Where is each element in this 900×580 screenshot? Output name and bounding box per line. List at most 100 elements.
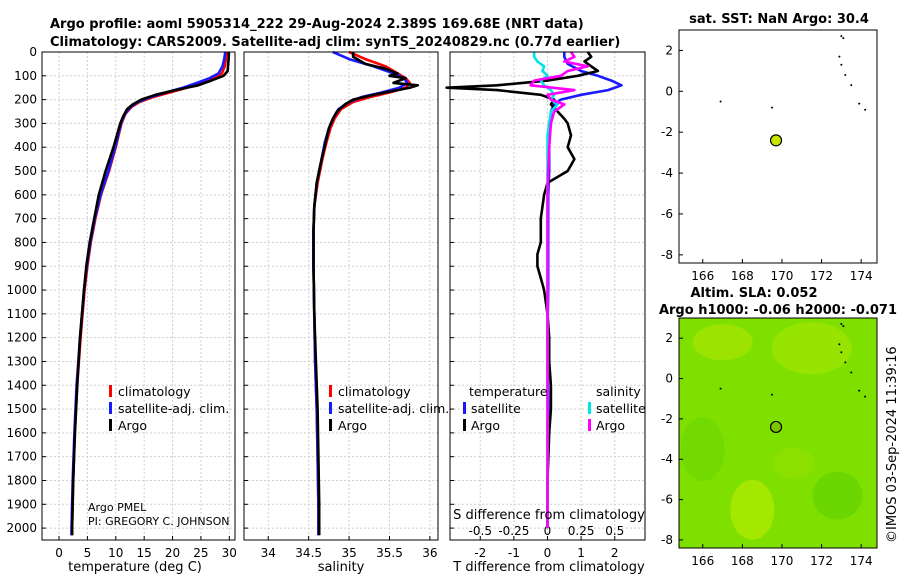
- map-frame: [678, 29, 878, 264]
- diff-legend-swatch-s-satellite: [588, 402, 591, 414]
- y-tick-label: 1500: [6, 402, 37, 416]
- map-x-tick-label: 168: [731, 269, 754, 283]
- island-dot: [858, 102, 861, 105]
- map-x-tick-label: 170: [771, 554, 794, 568]
- island-dot: [771, 106, 774, 109]
- map-x-tick-label: 166: [691, 269, 714, 283]
- sla-anomaly-patch: [680, 417, 725, 482]
- plot-frame: [449, 51, 646, 541]
- credit-line2: PI: GREGORY C. JOHNSON: [88, 515, 229, 528]
- x2-tick-label: -0.25: [498, 524, 529, 538]
- credit-line1: Argo PMEL: [88, 501, 147, 514]
- legend-label-argo: Argo: [118, 418, 147, 433]
- island-dot: [719, 387, 722, 390]
- map-y-tick-label: -6: [661, 207, 673, 221]
- island-dot: [844, 361, 847, 364]
- x-tick-label: 1: [577, 546, 585, 560]
- x2-tick-label: 0.25: [568, 524, 595, 538]
- sal-legend-swatch-satellite: [329, 402, 332, 414]
- sal-legend-label-argo: Argo: [338, 418, 367, 433]
- map-background: [679, 30, 877, 263]
- y-tick-label: 1800: [6, 473, 37, 487]
- y-tick-label: 800: [14, 235, 37, 249]
- series-line-s-argo: [529, 51, 590, 529]
- diff-legend-label-s-satellite: satellite: [596, 401, 646, 416]
- island-dot: [864, 395, 867, 398]
- argo-float-marker: [769, 134, 783, 147]
- island-dot: [858, 389, 861, 392]
- x-tick-label: 25: [193, 546, 208, 560]
- sla-map-title1: Altim. SLA: 0.052: [691, 286, 818, 301]
- map-x-tick-label: 174: [850, 269, 873, 283]
- difference-xlabel: T difference from climatology: [452, 560, 645, 575]
- map-x-tick-label: 172: [810, 269, 833, 283]
- x-tick-label: 0: [55, 546, 63, 560]
- y-tick-label: 2000: [6, 521, 37, 535]
- diff-legend-label-t-satellite: satellite: [471, 401, 521, 416]
- y-tick-label: 1900: [6, 497, 37, 511]
- y-tick-label: 200: [14, 93, 37, 107]
- legend-swatch-argo: [109, 419, 112, 431]
- difference-x2label: S difference from climatology: [453, 508, 645, 523]
- sla-anomaly-patch: [730, 479, 775, 540]
- map-x-tick-label: 174: [850, 554, 873, 568]
- y-tick-label: 1100: [6, 307, 37, 321]
- island-dot: [771, 393, 774, 396]
- map-y-tick-label: 2: [665, 43, 673, 57]
- island-dot: [719, 100, 722, 103]
- imos-timestamp: ©IMOS 03-Sep-2024 11:39:16: [885, 346, 900, 543]
- sla-anomaly-patch: [771, 322, 852, 375]
- map-y-tick-label: 0: [665, 372, 673, 386]
- island-dot: [842, 37, 845, 40]
- diff-legend-label-t-argo: Argo: [471, 418, 500, 433]
- y-tick-label: 500: [14, 164, 37, 178]
- map-y-tick-label: -6: [661, 493, 673, 507]
- map-frame: [678, 317, 878, 549]
- map-x-tick-label: 168: [731, 554, 754, 568]
- legend-swatch-climatology: [109, 385, 112, 397]
- island-dot: [844, 73, 847, 76]
- x-tick-label: 30: [222, 546, 237, 560]
- legend-swatch-satellite: [109, 402, 112, 414]
- diff-legend-swatch-t-argo: [463, 419, 466, 431]
- sla-anomaly-patch: [692, 324, 753, 361]
- island-dot: [850, 371, 853, 374]
- x-tick-label: 36: [422, 546, 437, 560]
- island-dot: [838, 55, 841, 58]
- figure-title-line1: Argo profile: aoml 5905314_222 29-Aug-20…: [50, 17, 584, 32]
- x-tick-label: 20: [165, 546, 180, 560]
- diff-legend-swatch-s-argo: [588, 419, 591, 431]
- y-tick-label: 1300: [6, 354, 37, 368]
- x-tick-label: 35: [341, 546, 356, 560]
- y-tick-label: 900: [14, 259, 37, 273]
- x2-tick-label: 0.5: [605, 524, 624, 538]
- x-tick-label: 34: [261, 546, 276, 560]
- y-tick-label: 1200: [6, 331, 37, 345]
- x-tick-label: 0: [544, 546, 552, 560]
- salinity-panel: 34 34.5 35 35.5 36: [243, 50, 439, 560]
- y-tick-label: 600: [14, 188, 37, 202]
- plot-frame: [243, 51, 439, 541]
- y-tick-label: 1400: [6, 378, 37, 392]
- island-dot: [840, 35, 843, 38]
- island-dot: [864, 108, 867, 111]
- legend-title-temperature: temperature: [469, 384, 548, 399]
- salinity-legend: climatology satellite-adj. clim. Argo: [329, 384, 449, 433]
- x-tick-label: 35.5: [376, 546, 403, 560]
- x2-tick-label: 0: [544, 524, 552, 538]
- series-line-t-argo: [445, 51, 600, 529]
- sla-anomaly-patch: [812, 471, 863, 520]
- y-tick-label: 1600: [6, 426, 37, 440]
- map-y-tick-label: -2: [661, 125, 673, 139]
- y-tick-label: 0: [29, 45, 37, 59]
- y-tick-label: 300: [14, 116, 37, 130]
- temperature-xlabel: temperature (deg C): [68, 560, 202, 575]
- y-tick-label: 700: [14, 212, 37, 226]
- island-dot: [842, 325, 845, 328]
- map-y-tick-label: -8: [661, 248, 673, 262]
- legend-title-salinity: salinity: [596, 384, 641, 399]
- legend-label-climatology: climatology: [118, 384, 191, 399]
- y-tick-label: 100: [14, 69, 37, 83]
- sal-legend-swatch-argo: [329, 419, 332, 431]
- difference-legend: temperature salinity satellite Argo sate…: [463, 384, 646, 433]
